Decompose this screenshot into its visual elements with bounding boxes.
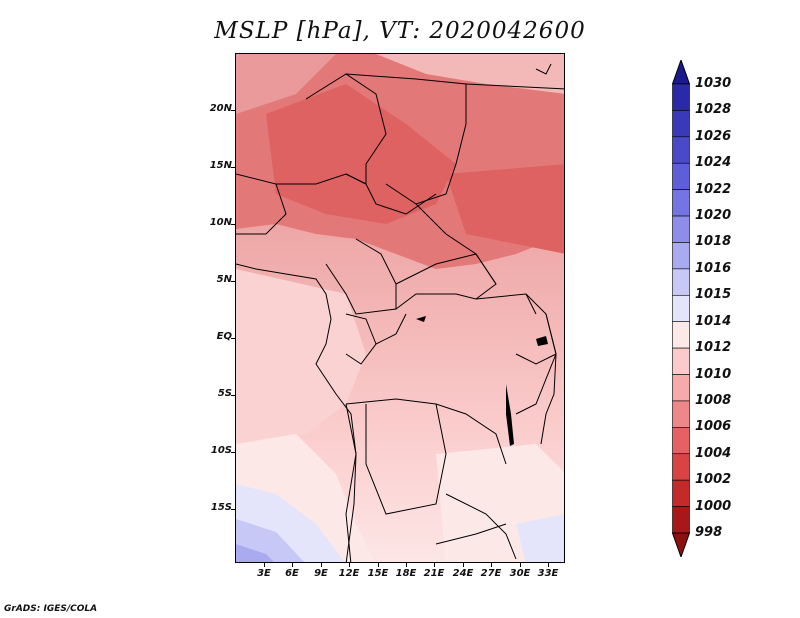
lon-label: 3E <box>257 568 271 579</box>
lon-tick <box>378 563 379 567</box>
lat-label: 5S <box>217 388 232 399</box>
lon-tick <box>548 563 549 567</box>
colorbar-label: 1002 <box>695 472 732 488</box>
lon-label: 18E <box>395 568 417 579</box>
lon-label: 6E <box>285 568 299 579</box>
colorbar-box <box>672 294 690 323</box>
map-title: MSLP [hPa], VT: 2020042600 <box>214 18 586 44</box>
lat-tick <box>231 395 235 396</box>
lat-tick <box>231 167 235 168</box>
colorbar-label: 1014 <box>695 313 732 329</box>
lat-label: 15N <box>209 160 232 171</box>
lat-label: 20N <box>209 103 232 114</box>
colorbar-label: 1030 <box>695 76 732 91</box>
colorbar-label: 1012 <box>695 340 732 356</box>
lat-tick <box>231 338 235 339</box>
colorbar-label: 1015 <box>695 287 732 303</box>
colorbar-box <box>672 242 690 270</box>
lat-label: 10N <box>209 217 232 228</box>
colorbar-box <box>672 215 690 243</box>
lat-label: 10S <box>210 445 232 456</box>
colorbar-box <box>672 110 690 138</box>
map-panel <box>235 53 565 563</box>
lat-tick <box>231 110 235 111</box>
low-pressure-core-east <box>446 164 564 254</box>
colorbar-box <box>672 347 690 375</box>
lon-label: 9E <box>314 568 328 579</box>
colorbar-label: 1022 <box>695 181 732 197</box>
lon-tick <box>349 563 350 567</box>
colorbar-label: 1020 <box>695 208 732 224</box>
lon-label: 27E <box>480 568 502 579</box>
lon-label: 30E <box>509 568 531 579</box>
colorbar-label: 1024 <box>695 155 732 171</box>
colorbar-box <box>672 400 690 428</box>
colorbar-box <box>672 268 690 296</box>
grads-credit: GrADS: IGES/COLA <box>4 604 98 614</box>
lakes <box>416 316 548 446</box>
colorbar-label: 998 <box>695 525 723 540</box>
colorbar-box <box>672 189 690 217</box>
lat-tick <box>231 281 235 282</box>
lon-tick <box>406 563 407 567</box>
colorbar-box <box>672 453 690 481</box>
lat-tick <box>231 224 235 225</box>
colorbar-bottom-arrow <box>672 532 690 557</box>
colorbar-box <box>672 506 690 534</box>
colorbar-box <box>672 162 690 190</box>
colorbar-label: 1008 <box>695 392 732 408</box>
lat-tick <box>231 452 235 453</box>
country-borders <box>236 73 564 562</box>
lon-tick <box>463 563 464 567</box>
pressure-field <box>236 54 564 562</box>
lat-label: EQ <box>216 331 232 342</box>
lon-tick <box>520 563 521 567</box>
colorbar-label: 1016 <box>695 260 732 276</box>
low-pressure-core-west <box>266 84 456 224</box>
colorbar-box <box>672 374 690 402</box>
lon-tick <box>321 563 322 567</box>
lon-tick <box>264 563 265 567</box>
lon-label: 33E <box>537 568 559 579</box>
colorbar-label: 1028 <box>695 102 732 118</box>
colorbar-box <box>672 321 690 349</box>
colorbar-box <box>672 83 690 111</box>
lon-label: 15E <box>367 568 389 579</box>
lon-tick <box>292 563 293 567</box>
colorbar-top-arrow <box>672 60 690 85</box>
lat-label: 15S <box>210 502 232 513</box>
colorbar-label: 1010 <box>695 366 732 382</box>
lat-tick <box>231 509 235 510</box>
colorbar-box <box>672 427 690 455</box>
colorbar-label: 1000 <box>695 498 732 514</box>
colorbar <box>672 60 690 557</box>
lon-label: 24E <box>452 568 474 579</box>
lon-tick <box>434 563 435 567</box>
lon-label: 21E <box>423 568 445 579</box>
colorbar-label: 1018 <box>695 234 732 250</box>
colorbar-label: 1006 <box>695 419 732 435</box>
colorbar-label: 1026 <box>695 128 732 144</box>
coastlines <box>236 63 557 562</box>
colorbar-box <box>672 136 690 164</box>
lon-tick <box>491 563 492 567</box>
lon-label: 12E <box>338 568 360 579</box>
lat-label: 5N <box>216 274 232 285</box>
colorbar-label: 1004 <box>695 445 732 461</box>
colorbar-box <box>672 479 690 507</box>
